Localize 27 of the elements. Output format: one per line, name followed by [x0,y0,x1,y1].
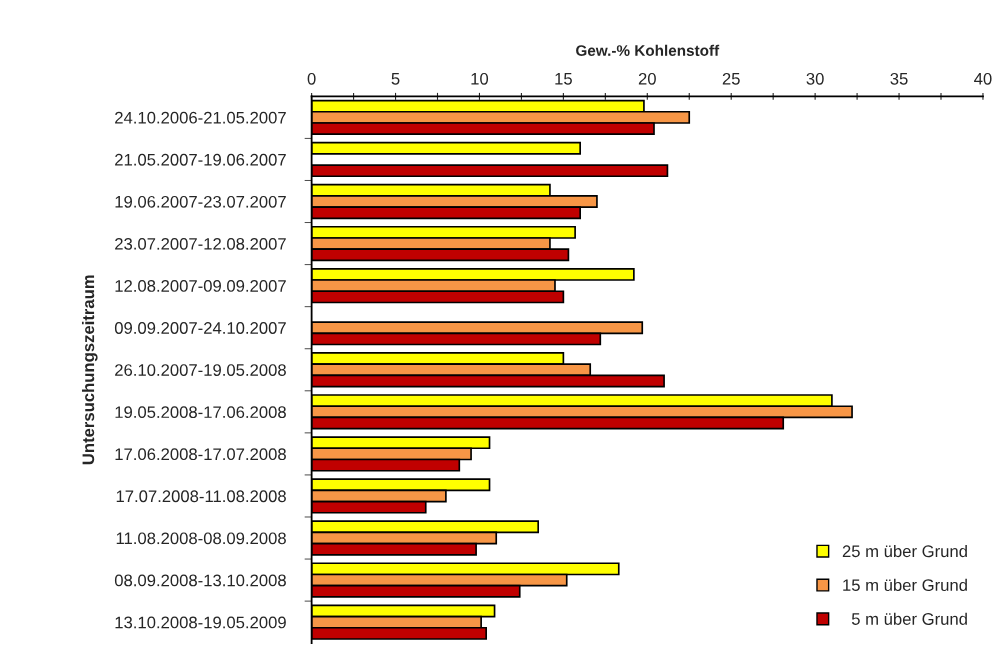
y-axis-title: Untersuchungszeitraum [81,275,98,465]
x-tick-label: 20 [638,72,656,85]
x-tick-label: 15 [555,73,572,85]
x-tick-label: 10 [471,72,489,85]
y-tick-label: 12.08.2007-09.09.2007 [115,280,286,292]
y-tick-label: 26.10.2007-19.05.2008 [115,364,286,376]
legend-label: 25 m über Grund [842,544,967,558]
y-tick-label: 11.08.2008-08.09.2008 [116,532,286,545]
x-tick-label: 35 [890,72,908,85]
y-tick-label: 19.05.2008-17.06.2008 [115,406,286,419]
x-tick-label: 40 [974,72,992,85]
y-tick-label: 17.07.2008-11.08.2008 [116,490,286,503]
y-tick-label: 24.10.2006-21.05.2007 [115,111,286,124]
legend-label: 15 m über Grund [843,578,967,592]
x-tick-label: 30 [806,72,824,85]
y-tick-label: 21.05.2007-19.06.2007 [115,153,286,166]
x-axis-title: Gew.-% Kohlenstoff [576,44,720,56]
y-tick-label: 17.06.2008-17.07.2008 [115,448,286,461]
legend-label: 5 m über Grund [851,612,967,625]
x-tick-label: 5 [391,73,400,85]
y-tick-label: 08.09.2008-13.10.2008 [114,574,286,587]
x-tick-label: 25 [722,72,740,85]
y-tick-label: 23.07.2007-12.08.2007 [115,237,286,250]
y-tick-label: 19.06.2007-23.07.2007 [115,195,286,208]
y-tick-label: 13.10.2008-19.05.2009 [115,616,286,629]
x-tick-label: 0 [307,72,316,85]
y-tick-label: 09.09.2007-24.10.2007 [114,322,286,334]
